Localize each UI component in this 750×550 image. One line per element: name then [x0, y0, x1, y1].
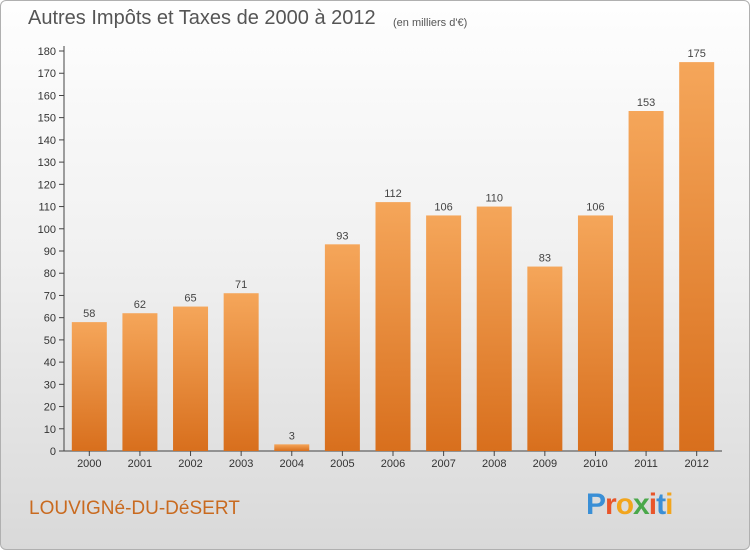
logo-letter: x: [633, 488, 650, 521]
bar: [173, 306, 209, 451]
data-label: 58: [83, 308, 95, 320]
y-tick-label: 30: [44, 379, 56, 391]
x-tick-label: 2006: [381, 458, 405, 470]
x-tick-label: 2005: [330, 458, 354, 470]
logo-letter: r: [605, 488, 617, 521]
logo-letter: o: [615, 488, 634, 521]
bar: [122, 313, 158, 451]
logo-letter: t: [656, 488, 666, 521]
x-tick-label: 2010: [583, 458, 607, 470]
x-tick-label: 2012: [684, 458, 708, 470]
x-tick-label: 2011: [634, 458, 658, 470]
data-label: 71: [235, 279, 247, 291]
chart-title: Autres Impôts et Taxes de 2000 à 2012: [28, 7, 376, 29]
bar: [577, 215, 613, 451]
y-tick-label: 40: [44, 357, 56, 369]
town-name: LOUVIGNé-DU-DéSERT: [29, 498, 240, 519]
bar: [375, 202, 411, 451]
data-label: 3: [289, 430, 295, 442]
y-tick-label: 50: [44, 335, 56, 347]
data-label: 65: [184, 293, 196, 305]
bar: [324, 244, 360, 451]
y-tick-label: 90: [44, 246, 56, 258]
bar: [679, 62, 715, 451]
data-label: 175: [688, 48, 706, 60]
data-label: 153: [637, 97, 655, 109]
logo-letter: i: [648, 488, 657, 521]
x-tick-label: 2004: [280, 458, 304, 470]
data-label: 106: [586, 201, 604, 213]
y-tick-label: 100: [38, 224, 56, 236]
data-label: 62: [134, 299, 146, 311]
y-tick-label: 0: [50, 446, 56, 458]
proxiti-logo: Proxiti: [586, 488, 673, 522]
data-label: 110: [485, 193, 503, 205]
x-tick-label: 2007: [431, 458, 455, 470]
y-tick-label: 120: [38, 179, 56, 191]
x-tick-label: 2001: [128, 458, 152, 470]
x-tick-label: 2008: [482, 458, 506, 470]
y-tick-label: 180: [38, 46, 56, 58]
logo-letter: P: [586, 488, 606, 521]
data-label: 112: [384, 188, 402, 200]
chart-subtitle: (en milliers d'€): [393, 17, 468, 29]
x-tick-label: 2003: [229, 458, 253, 470]
data-label: 93: [336, 230, 348, 242]
data-label: 83: [539, 253, 551, 265]
y-tick-label: 140: [38, 135, 56, 147]
y-tick-label: 110: [38, 202, 56, 214]
y-tick-label: 150: [38, 113, 56, 125]
bar: [628, 111, 664, 451]
y-tick-label: 60: [44, 313, 56, 325]
bar: [223, 293, 259, 451]
logo-letter: i: [665, 488, 673, 521]
x-tick-label: 2009: [533, 458, 557, 470]
bar: [476, 206, 512, 451]
y-tick-label: 130: [38, 157, 56, 169]
bar: [426, 215, 462, 451]
x-tick-label: 2000: [77, 458, 101, 470]
bar: [527, 266, 563, 451]
y-tick-label: 20: [44, 402, 56, 414]
y-tick-label: 70: [44, 290, 56, 302]
y-tick-label: 170: [38, 68, 56, 80]
bar: [274, 444, 310, 451]
data-label: 106: [434, 201, 452, 213]
x-tick-label: 2002: [178, 458, 202, 470]
bar: [71, 322, 107, 451]
y-tick-label: 160: [38, 90, 56, 102]
y-tick-label: 10: [44, 424, 56, 436]
y-tick-label: 80: [44, 268, 56, 280]
